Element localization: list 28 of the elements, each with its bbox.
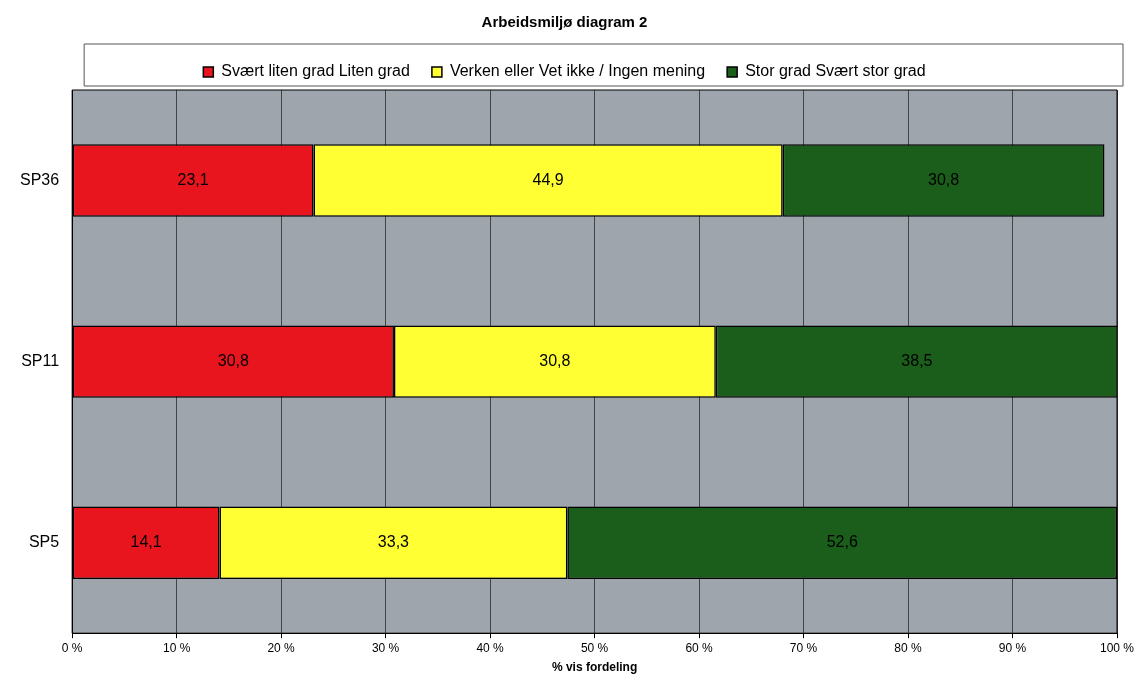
x-tick-label: 0 % (61, 640, 83, 655)
x-tick-label: 40 % (476, 640, 505, 655)
x-tick-label: 60 % (685, 640, 714, 655)
y-tick-label: SP11 (21, 352, 60, 370)
x-tick-label: 20 % (267, 640, 296, 655)
data-label: 52,6 (826, 533, 858, 551)
data-label: 33,3 (377, 533, 410, 551)
data-label: 30,8 (217, 352, 249, 370)
y-tick-label: SP5 (28, 533, 60, 551)
chart-title: Arbeidsmiljø diagram 2 (481, 13, 648, 31)
x-axis-title: % vis fordeling (551, 660, 638, 675)
legend-label: Verken eller Vet ikke / Ingen mening (449, 62, 706, 80)
x-tick-label: 10 % (162, 640, 191, 655)
data-label: 38,5 (901, 352, 933, 370)
x-tick-label: 80 % (894, 640, 923, 655)
y-tick-label: SP36 (20, 170, 60, 188)
data-label: 44,9 (532, 170, 564, 188)
legend-label: Svært liten grad Liten grad (221, 62, 410, 80)
legend-label: Stor grad Svært stor grad (745, 62, 926, 80)
x-tick-label: 50 % (580, 640, 609, 655)
data-label: 30,8 (539, 352, 571, 370)
data-label: 23,1 (177, 170, 209, 188)
x-tick-label: 30 % (371, 640, 400, 655)
x-tick-label: 90 % (998, 640, 1027, 655)
data-label: 14,1 (130, 533, 162, 551)
data-label: 30,8 (927, 170, 960, 188)
x-tick-label: 100 % (1099, 640, 1135, 655)
x-tick-label: 70 % (789, 640, 818, 655)
